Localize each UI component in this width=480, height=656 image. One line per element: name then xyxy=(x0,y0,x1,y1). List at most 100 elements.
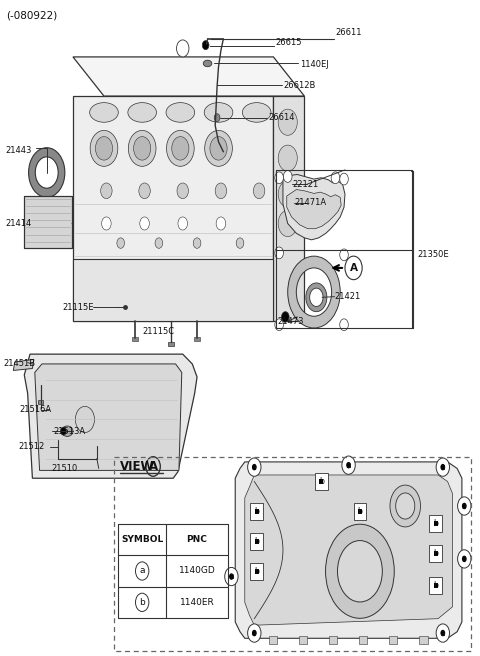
Text: 21115C: 21115C xyxy=(142,327,174,336)
Circle shape xyxy=(75,406,95,432)
Circle shape xyxy=(155,238,163,249)
FancyBboxPatch shape xyxy=(251,533,263,550)
Circle shape xyxy=(457,550,471,568)
Bar xyxy=(299,636,307,644)
Text: a: a xyxy=(441,628,445,638)
Circle shape xyxy=(275,247,283,258)
Text: 1140EJ: 1140EJ xyxy=(300,60,328,69)
Text: 21421: 21421 xyxy=(335,292,361,301)
Ellipse shape xyxy=(90,131,118,167)
Polygon shape xyxy=(245,475,452,625)
Text: b: b xyxy=(254,537,259,546)
Text: a: a xyxy=(252,628,257,638)
Text: 1140GD: 1140GD xyxy=(179,567,216,575)
FancyBboxPatch shape xyxy=(430,545,442,562)
FancyBboxPatch shape xyxy=(251,502,263,520)
Polygon shape xyxy=(274,96,304,321)
Text: 26614: 26614 xyxy=(269,113,295,122)
Text: 22121: 22121 xyxy=(292,180,319,189)
Text: 26611: 26611 xyxy=(336,28,362,37)
Circle shape xyxy=(331,172,340,184)
Bar xyxy=(24,196,72,249)
Bar xyxy=(434,583,438,588)
Ellipse shape xyxy=(167,131,194,167)
Circle shape xyxy=(210,136,227,160)
Text: b: b xyxy=(139,598,145,607)
Polygon shape xyxy=(73,259,274,321)
Circle shape xyxy=(216,217,226,230)
Circle shape xyxy=(248,624,261,642)
Ellipse shape xyxy=(128,131,156,167)
Ellipse shape xyxy=(203,60,212,67)
Circle shape xyxy=(177,183,189,199)
Text: a: a xyxy=(252,462,257,472)
Text: a: a xyxy=(462,554,467,564)
Circle shape xyxy=(436,624,449,642)
Circle shape xyxy=(340,319,348,331)
Circle shape xyxy=(214,113,220,121)
Circle shape xyxy=(225,567,238,586)
Circle shape xyxy=(346,462,351,468)
Text: 21443: 21443 xyxy=(5,146,32,155)
Polygon shape xyxy=(235,462,462,638)
Text: 21512: 21512 xyxy=(18,442,44,451)
Bar xyxy=(168,342,174,346)
Text: PNC: PNC xyxy=(187,535,207,544)
FancyBboxPatch shape xyxy=(354,502,366,520)
Bar xyxy=(329,636,337,644)
Polygon shape xyxy=(283,174,345,240)
Circle shape xyxy=(462,502,467,509)
Bar xyxy=(434,521,438,526)
Circle shape xyxy=(457,497,471,515)
Polygon shape xyxy=(73,57,304,96)
Text: 21350E: 21350E xyxy=(418,251,449,259)
Polygon shape xyxy=(35,364,182,470)
Bar xyxy=(132,337,138,341)
Text: 21510: 21510 xyxy=(51,464,78,473)
Text: a: a xyxy=(462,501,467,510)
Bar xyxy=(389,636,397,644)
Circle shape xyxy=(441,630,445,636)
Ellipse shape xyxy=(278,145,297,171)
Circle shape xyxy=(248,458,261,476)
Bar xyxy=(419,636,428,644)
Circle shape xyxy=(462,556,467,562)
Circle shape xyxy=(133,136,151,160)
FancyBboxPatch shape xyxy=(430,577,442,594)
Bar xyxy=(269,636,277,644)
Text: b: b xyxy=(319,477,324,486)
Ellipse shape xyxy=(204,131,232,167)
Bar xyxy=(434,551,438,556)
Circle shape xyxy=(178,217,188,230)
Circle shape xyxy=(193,238,201,249)
Text: b: b xyxy=(254,567,259,576)
Ellipse shape xyxy=(204,102,233,122)
Text: 21513A: 21513A xyxy=(53,426,85,436)
Ellipse shape xyxy=(278,181,297,207)
Circle shape xyxy=(275,172,283,184)
Bar xyxy=(358,508,362,514)
Bar xyxy=(37,400,43,404)
Polygon shape xyxy=(13,359,34,371)
Circle shape xyxy=(215,183,227,199)
Text: 21473: 21473 xyxy=(277,317,304,326)
Text: A: A xyxy=(349,263,358,273)
Circle shape xyxy=(140,217,149,230)
Bar xyxy=(255,539,259,544)
FancyBboxPatch shape xyxy=(251,563,263,580)
Text: b: b xyxy=(433,519,438,528)
Circle shape xyxy=(229,573,234,580)
Circle shape xyxy=(96,136,113,160)
Polygon shape xyxy=(73,96,274,321)
Ellipse shape xyxy=(278,211,297,237)
Bar xyxy=(320,479,323,484)
Circle shape xyxy=(342,456,355,474)
Circle shape xyxy=(340,249,348,260)
Circle shape xyxy=(60,427,66,435)
Text: 21451B: 21451B xyxy=(4,359,36,369)
Ellipse shape xyxy=(242,102,271,122)
Circle shape xyxy=(101,183,112,199)
Circle shape xyxy=(345,256,362,279)
Circle shape xyxy=(441,464,445,470)
Polygon shape xyxy=(287,190,341,229)
